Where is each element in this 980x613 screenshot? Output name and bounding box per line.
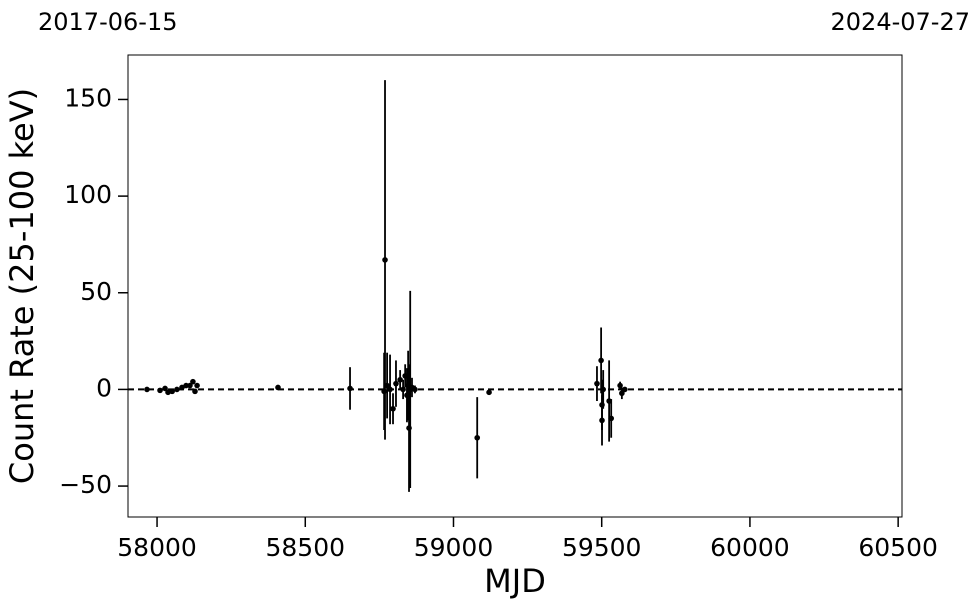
top-date-label: 2017-06-15 [38, 8, 177, 36]
data-point [144, 386, 150, 393]
y-tick-label: −50 [59, 470, 112, 499]
x-tick-label: 59000 [414, 533, 494, 562]
data-point [397, 376, 403, 383]
x-tick-label: 60000 [710, 533, 790, 562]
data-point [169, 388, 175, 395]
x-tick-label: 58000 [117, 533, 197, 562]
data-point [347, 385, 353, 392]
data-point [183, 382, 189, 389]
data-point [617, 382, 623, 389]
data-point [486, 389, 492, 396]
data-point [275, 384, 281, 391]
x-axis-label: MJD [484, 562, 546, 600]
data-point [179, 384, 185, 391]
data-point [600, 386, 606, 393]
y-tick-label: 50 [80, 277, 112, 306]
data-point [162, 385, 168, 392]
data-point [412, 386, 418, 393]
data-point [474, 434, 481, 441]
data-point [194, 382, 200, 389]
data-point [594, 380, 600, 387]
x-tick-label: 58500 [266, 533, 346, 562]
data-point [190, 378, 196, 385]
data-point [387, 386, 393, 393]
y-tick-label: 0 [96, 373, 112, 402]
data-point [390, 405, 396, 412]
data-point [174, 386, 180, 393]
data-point [598, 357, 604, 364]
data-point [381, 388, 387, 395]
data-point [622, 386, 628, 393]
data-point [619, 390, 625, 397]
y-tick-label: 150 [64, 83, 112, 112]
data-point [157, 387, 163, 394]
y-tick-label: 100 [64, 180, 112, 209]
data-point [608, 415, 614, 422]
data-point [400, 386, 406, 393]
data-point [599, 417, 605, 424]
top-date-label: 2024-07-27 [831, 8, 970, 36]
data-point [393, 380, 399, 387]
data-point [384, 382, 390, 389]
x-tick-label: 60500 [858, 533, 938, 562]
data-point [382, 257, 388, 263]
x-tick-label: 59500 [562, 533, 642, 562]
data-point [192, 388, 198, 395]
plot-frame [127, 54, 903, 518]
data-point [187, 382, 193, 389]
y-axis-label: Count Rate (25-100 keV) [3, 88, 41, 484]
